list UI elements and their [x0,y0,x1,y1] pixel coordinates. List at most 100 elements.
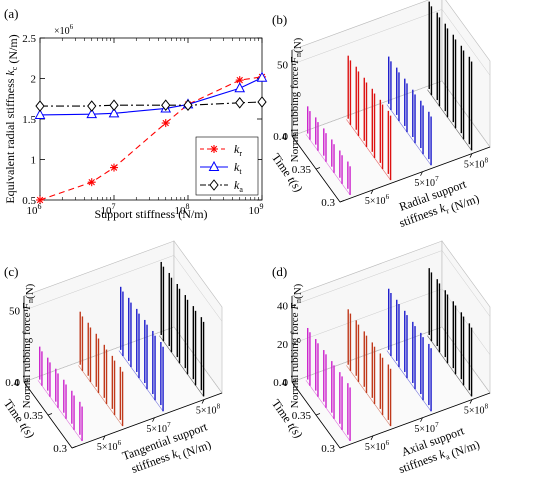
time-tick-label: 0.35 [292,164,312,176]
legend-label: kr [234,142,242,158]
stiffness-axis [339,146,491,203]
stiffness-tick [152,417,155,422]
baseline [427,89,472,151]
data-point [208,160,220,171]
panel-label: (a) [4,6,18,21]
time-tick-label: 0.3 [321,197,335,209]
stiffness-group [118,286,164,412]
z-tick-label: 40 [277,301,289,313]
z-grid [291,250,443,306]
y-tick-label: 1 [31,155,37,167]
z-grid [441,250,491,317]
baseline [386,350,432,412]
data-point [108,107,120,118]
asterisk-stroke [236,76,243,84]
force-axis-label: Normal rubbing force Fn(N) [21,283,36,408]
baseline [159,335,204,397]
data-point [234,82,246,93]
x-tick-label: 106 [27,202,42,217]
baseline [118,350,164,412]
x-axis-label: Support stiffness (N/m) [94,207,207,221]
baseline [305,380,351,442]
z-grid [441,326,491,394]
stiffness-tick [201,399,205,404]
stiffness-tick [420,417,423,422]
stiffness-tick-label: 5×106 [365,193,390,207]
time-tick-label: 0.4 [273,377,287,389]
time-tick-label: 0.3 [321,443,335,455]
y-multiplier: ×106 [54,23,74,37]
stiffness-group [78,311,124,427]
y-axis-label: Equivalent radial stiffness kc (N/m) [3,34,20,203]
data-point [87,178,96,187]
stiffness-group [386,288,432,412]
chart-c [23,240,223,449]
series-line [39,77,263,116]
data-point [36,196,44,204]
asterisk-stroke [36,196,44,204]
stiffness-tick-label: 5×107 [414,421,439,435]
x-tick-label: 108 [175,202,190,217]
baseline [78,365,123,427]
x-tick-label: 109 [249,202,264,217]
baseline [37,380,83,442]
time-tick [47,413,53,416]
legend-box [195,136,259,196]
time-tick [291,380,297,383]
stiffness-tick [370,435,374,441]
stiffness-tick-label: 5×108 [464,403,489,417]
stiffness-tick [370,189,374,195]
z-tick-label: 0 [283,131,289,143]
baseline [346,365,391,427]
y-tick-label: 2 [31,74,37,86]
force-axis-label: Normal rubbing force Fn(N) [289,283,304,408]
baseline [346,119,391,181]
data-point [87,100,97,112]
baseline [427,335,472,397]
stiffness-group [427,1,473,151]
time-tick [291,134,297,137]
z-grid [441,288,491,355]
time-tick [23,380,29,383]
z-grid [173,255,223,322]
stiffness-tick [469,399,473,404]
chart-b [291,0,491,203]
data-point [235,96,245,109]
time-tick [315,167,321,170]
panel-label: (c) [4,264,18,279]
stiffness-group [346,55,392,181]
legend-label: ka [234,178,243,194]
panel-label: (d) [272,264,287,279]
series-ka [35,96,267,112]
asterisk-stroke [210,145,218,153]
data-point [257,96,267,108]
stiffness-axis [71,392,223,449]
stiffness-group [305,106,351,196]
asterisk-stroke [110,164,118,171]
stiffness-tick-label: 5×107 [414,175,439,189]
stiffness-tick-label: 5×106 [365,439,390,453]
data-point [209,179,219,191]
z-tick-label: 50 [9,305,21,317]
panel-label: (b) [272,12,287,27]
stiffness-axis [339,392,491,449]
series-kt [34,71,268,119]
y-tick-label: 1.5 [22,114,36,126]
x-tick-label: 107 [101,202,116,217]
z-tick-label: 20 [277,339,289,351]
stiffness-tick-label: 5×107 [146,421,171,435]
z-tick-label: 50 [277,59,289,71]
z-grid [441,80,491,148]
data-point [183,99,193,112]
z-grid [291,288,443,345]
y-tick-label: 2.5 [22,33,36,45]
data-point [34,108,46,119]
series-line [40,101,263,107]
time-tick-label: 0.35 [24,410,44,422]
stiffness-tick-label: 5×108 [196,403,221,417]
data-point [161,99,171,112]
asterisk-stroke [162,119,169,127]
stiffness-tick-label: 5×106 [97,439,122,453]
data-point [256,71,268,82]
stiffness-tick-label: 5×108 [464,157,489,171]
